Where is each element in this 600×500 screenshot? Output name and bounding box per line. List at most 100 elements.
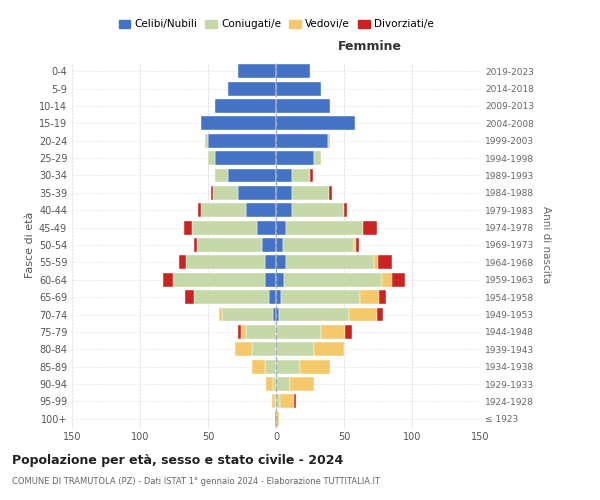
Bar: [215, 99, 276, 113]
Y-axis label: Fasce di età: Fasce di età: [25, 212, 35, 278]
Bar: [272, 394, 275, 408]
Bar: [276, 186, 292, 200]
Bar: [276, 151, 314, 165]
Bar: [194, 238, 197, 252]
Bar: [186, 256, 265, 270]
Bar: [241, 325, 246, 339]
Bar: [276, 116, 355, 130]
Bar: [199, 204, 201, 217]
Text: Popolazione per età, sesso e stato civile - 2024: Popolazione per età, sesso e stato civil…: [12, 454, 343, 467]
Bar: [286, 220, 363, 234]
Bar: [276, 256, 286, 270]
Bar: [280, 394, 293, 408]
Bar: [238, 325, 241, 339]
Bar: [361, 290, 379, 304]
Bar: [379, 290, 386, 304]
Bar: [276, 220, 286, 234]
Bar: [292, 204, 344, 217]
Bar: [353, 238, 356, 252]
Bar: [349, 308, 377, 322]
Bar: [265, 360, 276, 374]
Bar: [293, 394, 296, 408]
Bar: [265, 256, 276, 270]
Bar: [346, 325, 352, 339]
Bar: [201, 204, 246, 217]
Bar: [273, 377, 276, 391]
Bar: [229, 82, 276, 96]
Bar: [314, 342, 344, 356]
Bar: [273, 308, 276, 322]
Bar: [275, 394, 276, 408]
Bar: [173, 273, 265, 286]
Bar: [251, 360, 265, 374]
Bar: [266, 377, 273, 391]
Bar: [211, 186, 214, 200]
Bar: [392, 273, 405, 286]
Bar: [208, 151, 215, 165]
Bar: [321, 325, 346, 339]
Bar: [179, 256, 186, 270]
Bar: [329, 186, 332, 200]
Bar: [276, 360, 301, 374]
Bar: [356, 238, 359, 252]
Bar: [276, 377, 290, 391]
Bar: [208, 134, 276, 147]
Bar: [382, 273, 392, 286]
Bar: [314, 151, 321, 165]
Bar: [201, 116, 276, 130]
Bar: [269, 290, 276, 304]
Bar: [344, 204, 347, 217]
Bar: [235, 342, 251, 356]
Bar: [246, 204, 276, 217]
Text: COMUNE DI TRAMUTOLA (PZ) - Dati ISTAT 1° gennaio 2024 - Elaborazione TUTTITALIA.: COMUNE DI TRAMUTOLA (PZ) - Dati ISTAT 1°…: [12, 478, 380, 486]
Bar: [286, 256, 374, 270]
Bar: [205, 134, 208, 147]
Legend: Celibi/Nubili, Coniugati/e, Vedovi/e, Divorziati/e: Celibi/Nubili, Coniugati/e, Vedovi/e, Di…: [118, 18, 434, 30]
Bar: [194, 290, 269, 304]
Bar: [238, 64, 276, 78]
Bar: [214, 186, 238, 200]
Bar: [275, 412, 276, 426]
Bar: [221, 308, 273, 322]
Bar: [281, 290, 361, 304]
Bar: [290, 377, 314, 391]
Bar: [265, 273, 276, 286]
Bar: [276, 168, 292, 182]
Bar: [238, 186, 276, 200]
Bar: [257, 220, 276, 234]
Bar: [363, 220, 377, 234]
Text: Femmine: Femmine: [338, 40, 402, 54]
Bar: [328, 134, 331, 147]
Bar: [251, 342, 276, 356]
Bar: [276, 412, 279, 426]
Bar: [215, 168, 229, 182]
Bar: [276, 394, 280, 408]
Bar: [283, 238, 353, 252]
Y-axis label: Anni di nascita: Anni di nascita: [541, 206, 551, 284]
Bar: [276, 204, 292, 217]
Bar: [276, 99, 331, 113]
Bar: [292, 186, 329, 200]
Bar: [310, 168, 313, 182]
Bar: [215, 151, 276, 165]
Bar: [374, 256, 378, 270]
Bar: [284, 273, 382, 286]
Bar: [301, 360, 331, 374]
Bar: [292, 168, 310, 182]
Bar: [197, 238, 262, 252]
Bar: [219, 308, 221, 322]
Bar: [276, 238, 283, 252]
Bar: [262, 238, 276, 252]
Bar: [184, 220, 191, 234]
Bar: [279, 308, 349, 322]
Bar: [276, 290, 281, 304]
Bar: [276, 273, 284, 286]
Bar: [276, 82, 321, 96]
Bar: [163, 273, 173, 286]
Bar: [276, 308, 279, 322]
Bar: [276, 325, 321, 339]
Bar: [191, 220, 257, 234]
Bar: [378, 256, 392, 270]
Bar: [276, 134, 328, 147]
Bar: [229, 168, 276, 182]
